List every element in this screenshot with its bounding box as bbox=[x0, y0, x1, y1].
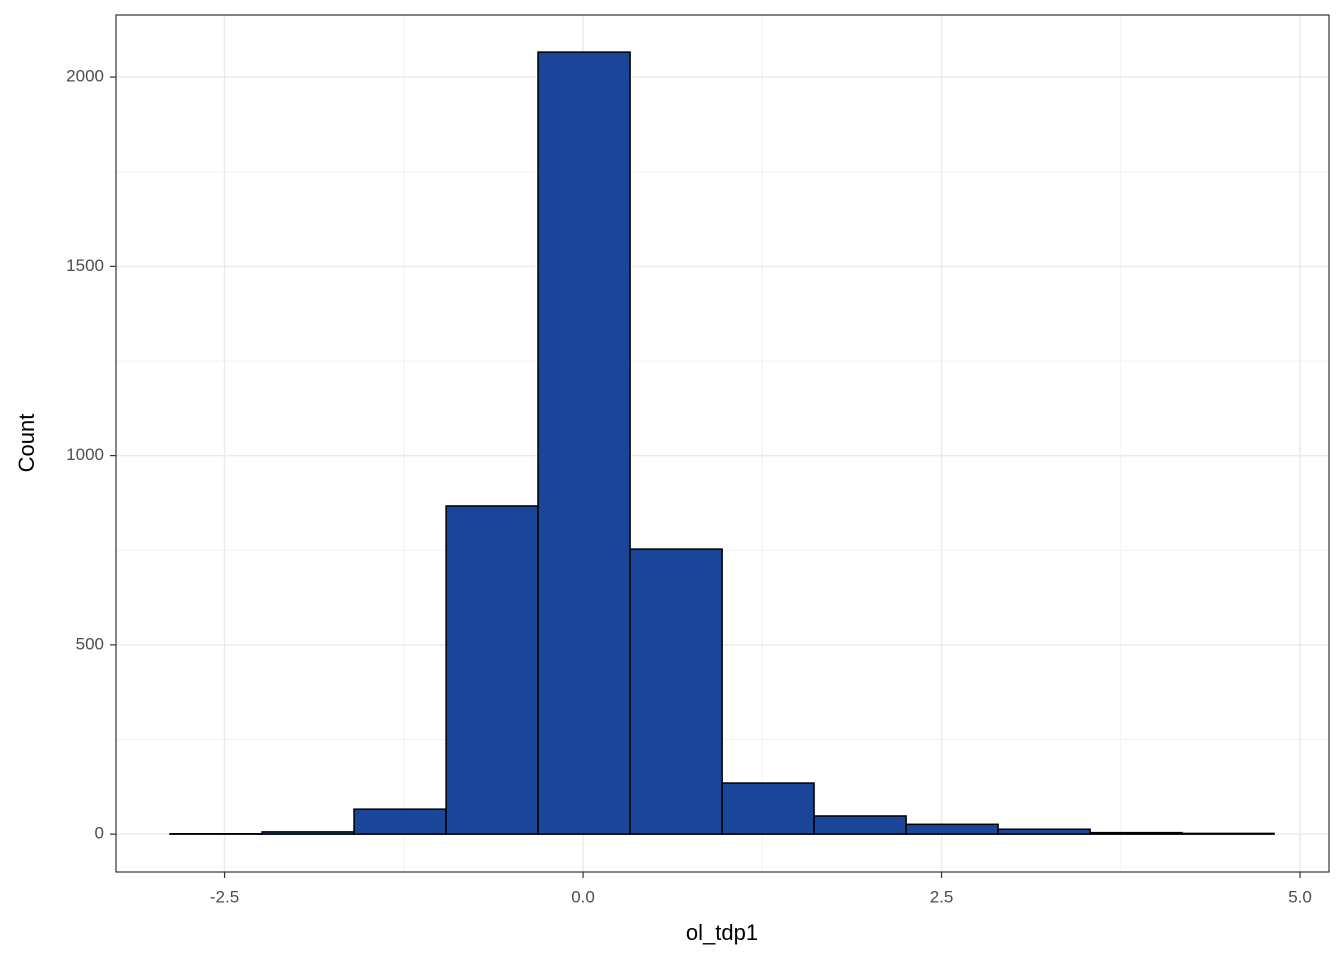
y-tick-label: 500 bbox=[76, 634, 104, 653]
x-tick-label: 2.5 bbox=[930, 887, 954, 906]
bar bbox=[445, 505, 539, 835]
bar bbox=[353, 808, 447, 835]
y-tick-label: 0 bbox=[95, 824, 104, 843]
bar bbox=[813, 815, 907, 835]
x-tick-label: 5.0 bbox=[1288, 887, 1312, 906]
panel-border bbox=[115, 14, 1330, 873]
y-axis-title: Count bbox=[14, 414, 39, 473]
bar bbox=[1089, 831, 1183, 835]
bar bbox=[905, 823, 999, 835]
bar bbox=[261, 831, 355, 835]
bar bbox=[997, 828, 1091, 835]
bar bbox=[1181, 832, 1275, 835]
y-tick-label: 1500 bbox=[66, 256, 104, 275]
x-tick-label: -2.5 bbox=[210, 887, 239, 906]
x-tick-label: 0.0 bbox=[571, 887, 595, 906]
x-axis-title: ol_tdp1 bbox=[686, 920, 758, 945]
bar bbox=[537, 51, 631, 835]
bar bbox=[721, 782, 815, 835]
bar bbox=[629, 548, 723, 835]
y-tick-label: 2000 bbox=[66, 67, 104, 86]
y-tick-label: 1000 bbox=[66, 445, 104, 464]
